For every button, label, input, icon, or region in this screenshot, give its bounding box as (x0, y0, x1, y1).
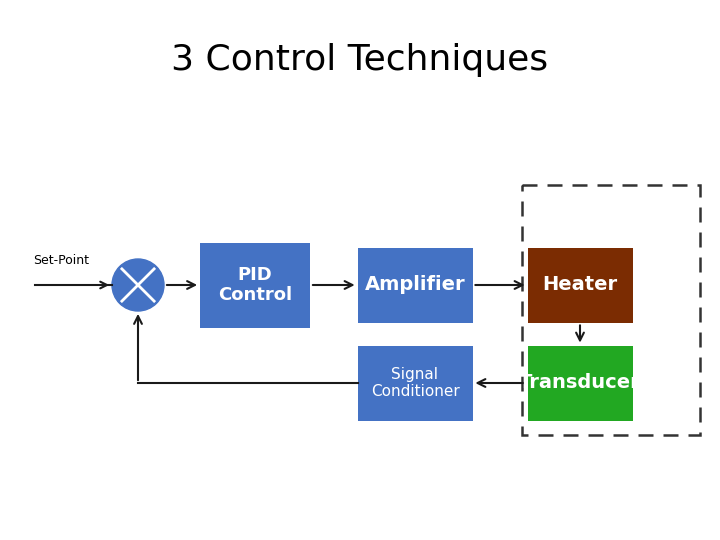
Bar (528, 346, 632, 421)
Bar (358, 247, 472, 322)
Text: Set-Point: Set-Point (33, 253, 89, 267)
Text: Heater: Heater (542, 275, 618, 294)
Text: PID
Control: PID Control (218, 266, 292, 305)
Circle shape (112, 259, 164, 311)
Bar (528, 247, 632, 322)
Bar (358, 346, 472, 421)
Bar (200, 242, 310, 327)
Text: Transducer: Transducer (519, 374, 641, 393)
Bar (522, 185, 700, 435)
Text: 3 Control Techniques: 3 Control Techniques (171, 43, 549, 77)
Text: Amplifier: Amplifier (365, 275, 465, 294)
Text: Signal
Conditioner: Signal Conditioner (371, 367, 459, 399)
